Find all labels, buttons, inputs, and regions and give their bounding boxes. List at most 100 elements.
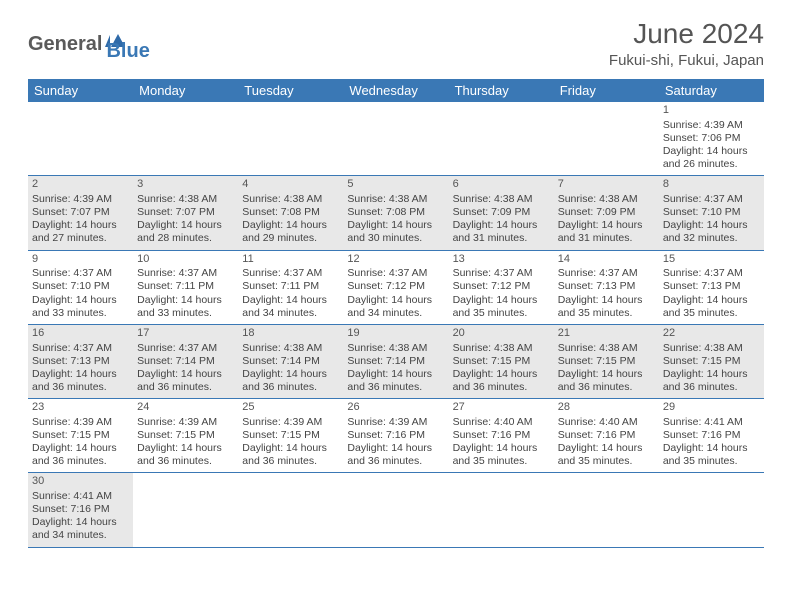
calendar-day-cell: 19Sunrise: 4:38 AMSunset: 7:14 PMDayligh… <box>343 324 448 398</box>
calendar-day-cell: 7Sunrise: 4:38 AMSunset: 7:09 PMDaylight… <box>554 176 659 250</box>
calendar-week-row: 1Sunrise: 4:39 AMSunset: 7:06 PMDaylight… <box>28 102 764 176</box>
daylight-line: Daylight: 14 hours and 35 minutes. <box>663 442 760 468</box>
daylight-line: Daylight: 14 hours and 32 minutes. <box>663 219 760 245</box>
daylight-line: Daylight: 14 hours and 36 minutes. <box>137 442 234 468</box>
sunrise-line: Sunrise: 4:38 AM <box>453 193 550 206</box>
daylight-line: Daylight: 14 hours and 30 minutes. <box>347 219 444 245</box>
sunrise-line: Sunrise: 4:39 AM <box>663 119 760 132</box>
sunrise-line: Sunrise: 4:38 AM <box>558 193 655 206</box>
logo: General Blue <box>28 26 150 63</box>
day-number: 26 <box>347 401 444 415</box>
weekday-header: Sunday <box>28 79 133 102</box>
calendar-day-cell: 30Sunrise: 4:41 AMSunset: 7:16 PMDayligh… <box>28 473 133 547</box>
sunset-line: Sunset: 7:08 PM <box>347 206 444 219</box>
sunrise-line: Sunrise: 4:37 AM <box>137 267 234 280</box>
daylight-line: Daylight: 14 hours and 35 minutes. <box>558 442 655 468</box>
calendar-day-cell: 4Sunrise: 4:38 AMSunset: 7:08 PMDaylight… <box>238 176 343 250</box>
daylight-line: Daylight: 14 hours and 29 minutes. <box>242 219 339 245</box>
day-number: 16 <box>32 327 129 341</box>
calendar-day-cell: 22Sunrise: 4:38 AMSunset: 7:15 PMDayligh… <box>659 324 764 398</box>
weekday-header: Tuesday <box>238 79 343 102</box>
day-number: 25 <box>242 401 339 415</box>
page-header: General Blue June 2024 Fukui-shi, Fukui,… <box>28 18 764 69</box>
weekday-header: Monday <box>133 79 238 102</box>
sunrise-line: Sunrise: 4:38 AM <box>558 342 655 355</box>
day-number: 6 <box>453 178 550 192</box>
day-number: 15 <box>663 253 760 267</box>
sunrise-line: Sunrise: 4:37 AM <box>453 267 550 280</box>
day-number: 18 <box>242 327 339 341</box>
sunset-line: Sunset: 7:15 PM <box>453 355 550 368</box>
month-title: June 2024 <box>609 18 764 50</box>
calendar-day-cell: 10Sunrise: 4:37 AMSunset: 7:11 PMDayligh… <box>133 250 238 324</box>
calendar-day-cell <box>343 473 448 547</box>
sunrise-line: Sunrise: 4:40 AM <box>453 416 550 429</box>
calendar-day-cell <box>133 473 238 547</box>
day-number: 19 <box>347 327 444 341</box>
calendar-day-cell: 26Sunrise: 4:39 AMSunset: 7:16 PMDayligh… <box>343 399 448 473</box>
daylight-line: Daylight: 14 hours and 36 minutes. <box>663 368 760 394</box>
sunset-line: Sunset: 7:16 PM <box>32 503 129 516</box>
sunset-line: Sunset: 7:14 PM <box>347 355 444 368</box>
day-number: 2 <box>32 178 129 192</box>
sunset-line: Sunset: 7:12 PM <box>347 280 444 293</box>
calendar-day-cell: 27Sunrise: 4:40 AMSunset: 7:16 PMDayligh… <box>449 399 554 473</box>
sunrise-line: Sunrise: 4:38 AM <box>663 342 760 355</box>
calendar-day-cell: 1Sunrise: 4:39 AMSunset: 7:06 PMDaylight… <box>659 102 764 176</box>
sunset-line: Sunset: 7:08 PM <box>242 206 339 219</box>
daylight-line: Daylight: 14 hours and 36 minutes. <box>347 442 444 468</box>
day-number: 29 <box>663 401 760 415</box>
day-number: 17 <box>137 327 234 341</box>
sunset-line: Sunset: 7:07 PM <box>32 206 129 219</box>
calendar-day-cell: 17Sunrise: 4:37 AMSunset: 7:14 PMDayligh… <box>133 324 238 398</box>
calendar-week-row: 30Sunrise: 4:41 AMSunset: 7:16 PMDayligh… <box>28 473 764 547</box>
daylight-line: Daylight: 14 hours and 35 minutes. <box>453 442 550 468</box>
calendar-day-cell: 6Sunrise: 4:38 AMSunset: 7:09 PMDaylight… <box>449 176 554 250</box>
sunset-line: Sunset: 7:15 PM <box>663 355 760 368</box>
calendar-week-row: 16Sunrise: 4:37 AMSunset: 7:13 PM Dayligh… <box>28 324 764 398</box>
day-number: 12 <box>347 253 444 267</box>
calendar-day-cell: 29Sunrise: 4:41 AMSunset: 7:16 PMDayligh… <box>659 399 764 473</box>
day-number: 7 <box>558 178 655 192</box>
day-number: 20 <box>453 327 550 341</box>
calendar-page: General Blue June 2024 Fukui-shi, Fukui,… <box>0 0 792 566</box>
daylight-line: Daylight: 14 hours and 36 minutes. <box>32 442 129 468</box>
day-number: 1 <box>663 104 760 118</box>
sunset-line: Sunset: 7:15 PM <box>242 429 339 442</box>
calendar-day-cell: 28Sunrise: 4:40 AMSunset: 7:16 PMDayligh… <box>554 399 659 473</box>
sunset-line: Sunset: 7:16 PM <box>663 429 760 442</box>
sunset-line: Sunset: 7:11 PM <box>242 280 339 293</box>
sunrise-line: Sunrise: 4:37 AM <box>32 267 129 280</box>
calendar-day-cell <box>133 102 238 176</box>
day-number: 30 <box>32 475 129 489</box>
calendar-day-cell <box>343 102 448 176</box>
daylight-line: Daylight: 14 hours and 34 minutes. <box>242 294 339 320</box>
sunset-line: Sunset: 7:14 PM <box>137 355 234 368</box>
sunrise-line: Sunrise: 4:38 AM <box>137 193 234 206</box>
daylight-line: Daylight: 14 hours and 31 minutes. <box>558 219 655 245</box>
calendar-day-cell: 23Sunrise: 4:39 AMSunset: 7:15 PMDayligh… <box>28 399 133 473</box>
sunrise-line: Sunrise: 4:39 AM <box>32 193 129 206</box>
sunset-line: Sunset: 7:10 PM <box>663 206 760 219</box>
weekday-header: Thursday <box>449 79 554 102</box>
calendar-day-cell <box>449 473 554 547</box>
sunrise-line: Sunrise: 4:39 AM <box>242 416 339 429</box>
daylight-line: Daylight: 14 hours and 36 minutes. <box>453 368 550 394</box>
day-number: 5 <box>347 178 444 192</box>
day-number: 21 <box>558 327 655 341</box>
title-block: June 2024 Fukui-shi, Fukui, Japan <box>609 18 764 69</box>
weekday-header: Friday <box>554 79 659 102</box>
calendar-day-cell: 15Sunrise: 4:37 AMSunset: 7:13 PMDayligh… <box>659 250 764 324</box>
sunset-line: Sunset: 7:16 PM <box>453 429 550 442</box>
calendar-day-cell <box>238 102 343 176</box>
sunrise-line: Sunrise: 4:37 AM <box>32 342 129 355</box>
daylight-line: Daylight: 14 hours and 26 minutes. <box>663 145 760 171</box>
calendar-day-cell: 14Sunrise: 4:37 AMSunset: 7:13 PMDayligh… <box>554 250 659 324</box>
calendar-day-cell: 12Sunrise: 4:37 AMSunset: 7:12 PMDayligh… <box>343 250 448 324</box>
sunset-line: Sunset: 7:13 PM <box>32 355 129 368</box>
calendar-day-cell: 25Sunrise: 4:39 AMSunset: 7:15 PMDayligh… <box>238 399 343 473</box>
day-number: 23 <box>32 401 129 415</box>
calendar-day-cell: 2Sunrise: 4:39 AMSunset: 7:07 PMDaylight… <box>28 176 133 250</box>
location-text: Fukui-shi, Fukui, Japan <box>609 52 764 69</box>
weekday-header-row: Sunday Monday Tuesday Wednesday Thursday… <box>28 79 764 102</box>
